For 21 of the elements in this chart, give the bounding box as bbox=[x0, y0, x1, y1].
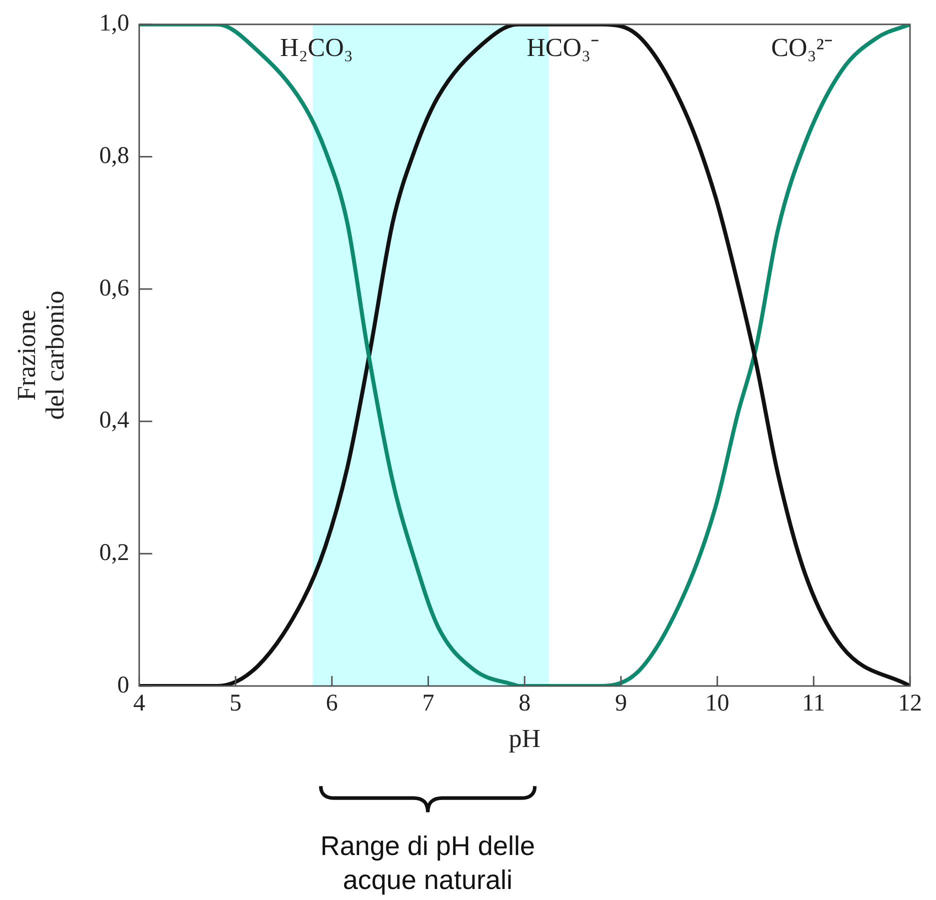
series-label: HCO₃⁻ bbox=[526, 33, 600, 62]
y-tick-label: 0,2 bbox=[99, 540, 130, 566]
x-tick-label: 12 bbox=[898, 690, 922, 717]
y-tick-label: 0,6 bbox=[99, 275, 130, 302]
series-label: CO₃²⁻ bbox=[771, 33, 834, 62]
x-tick-label: 11 bbox=[802, 690, 826, 717]
x-tick-label: 7 bbox=[422, 690, 434, 717]
y-tick-label: 0 bbox=[117, 672, 130, 698]
x-tick-label: 8 bbox=[518, 690, 531, 717]
y-tick-label: 0,4 bbox=[99, 408, 130, 434]
x-tick-label: 6 bbox=[326, 690, 338, 717]
x-tick-label: 4 bbox=[133, 690, 146, 717]
y-axis-title: Frazione del carbonio bbox=[12, 290, 70, 420]
series-label: H₂CO₃ bbox=[280, 33, 353, 62]
x-axis-title: pH bbox=[508, 724, 541, 754]
y-tick-label: 1,0 bbox=[99, 10, 130, 37]
x-tick-label: 9 bbox=[614, 690, 627, 717]
y-tick-label: 0,8 bbox=[99, 143, 130, 170]
text: Range di pH delle acque naturali bbox=[320, 830, 535, 895]
x-tick-label: 10 bbox=[705, 690, 730, 717]
x-tick-label: 5 bbox=[230, 690, 242, 717]
